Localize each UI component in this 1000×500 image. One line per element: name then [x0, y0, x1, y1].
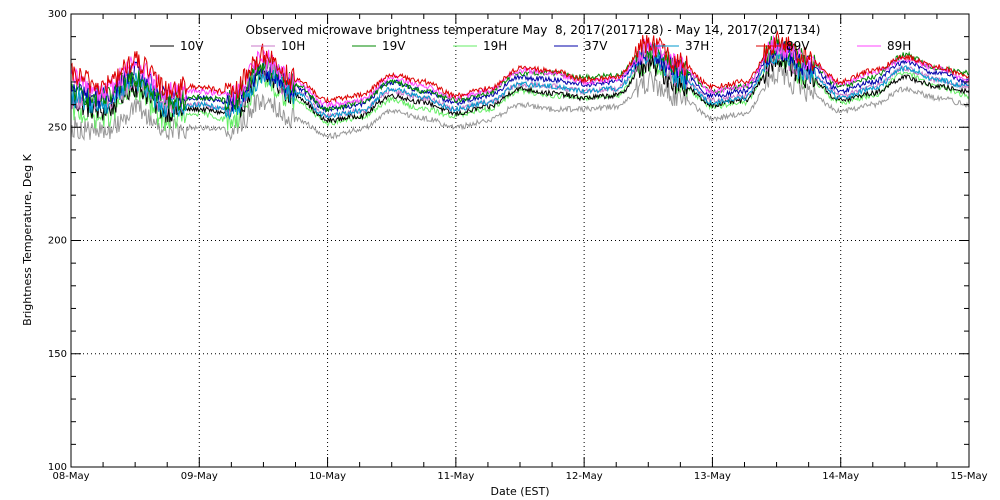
legend-label: 37V [584, 39, 608, 53]
x-tick-label: 12-May [566, 471, 603, 482]
y-tick-label: 250 [48, 122, 67, 133]
chart-title: Observed microwave brightness temperatur… [246, 23, 821, 37]
axis-ticks: 08-May 09-May 10-May 11-May 12-May 13-May 14-M… [48, 9, 988, 482]
y-tick-label: 100 [48, 462, 67, 473]
x-tick-label: 15-May [950, 471, 987, 482]
x-tick-label: 10-May [309, 471, 346, 482]
x-tick-label: 08-May [52, 471, 89, 482]
legend-label: 10H [281, 39, 305, 53]
legend-label: 19V [382, 39, 406, 53]
series-line [70, 39, 970, 114]
y-tick-label: 150 [48, 349, 67, 360]
series-line [70, 52, 970, 124]
series-line [70, 29, 970, 104]
series-lines [70, 29, 970, 142]
y-tick-label: 300 [48, 9, 67, 20]
x-axis-title: Date (EST) [490, 485, 549, 498]
x-tick-label: 14-May [822, 471, 859, 482]
x-tick-label: 11-May [437, 471, 474, 482]
x-tick-label: 09-May [181, 471, 218, 482]
series-line [70, 35, 970, 108]
legend-label: 89V [786, 39, 810, 53]
legend-label: 10V [180, 39, 204, 53]
series-line [70, 63, 970, 142]
series-line [70, 42, 970, 121]
grid-lines [71, 14, 969, 467]
series-line [70, 43, 970, 119]
y-tick-label: 200 [48, 236, 67, 247]
y-axis-title: Brightness Temperature, Deg K [21, 153, 34, 325]
series-line [70, 35, 970, 112]
legend-label: 19H [483, 39, 507, 53]
legend: 10V 10H 19V 19H 37V 37H 89V 89H [150, 39, 911, 53]
legend-label: 89H [887, 39, 911, 53]
legend-label: 37H [685, 39, 709, 53]
series-line [70, 50, 970, 132]
x-tick-label: 13-May [694, 471, 731, 482]
